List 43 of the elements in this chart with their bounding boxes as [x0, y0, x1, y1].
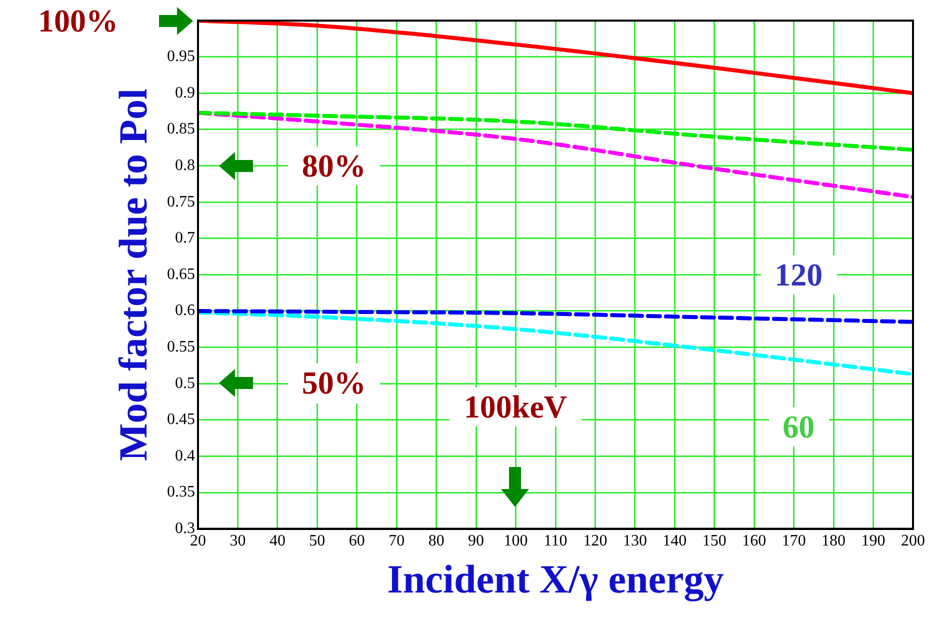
- x-tick-label: 40: [269, 532, 286, 550]
- x-tick-label: 110: [544, 532, 568, 550]
- y-tick-label: 0.45: [167, 411, 195, 428]
- x-tick-label: 80: [428, 532, 444, 550]
- x-tick-label: 30: [230, 532, 246, 550]
- y-tick-label: 0.95: [167, 48, 195, 66]
- y-tick-label: 0.9: [175, 84, 195, 102]
- y-axis-title: Mod factor due to Pol: [110, 88, 156, 461]
- y-tick-label: 0.4: [175, 447, 195, 464]
- annotation: 80%: [288, 146, 380, 186]
- annotation: 60: [768, 408, 829, 447]
- x-tick-label: 180: [822, 532, 846, 550]
- x-tick-label: 140: [662, 532, 687, 550]
- annotation: 100keV: [450, 387, 582, 426]
- y-tick-label: 0.65: [167, 266, 195, 283]
- y-tick-label: 0.6: [175, 302, 195, 320]
- y-tick-label: 0.7: [175, 230, 195, 247]
- x-tick-label: 130: [622, 532, 647, 550]
- x-tick-label: 170: [782, 532, 806, 550]
- x-tick-label: 120: [583, 532, 608, 550]
- line-series: [198, 20, 913, 96]
- y-tick-label: 0.35: [167, 484, 195, 501]
- x-tick-label: 160: [742, 532, 766, 550]
- y-tick-label: 0.55: [167, 338, 195, 356]
- line-series: [198, 309, 913, 324]
- x-tick-label: 20: [190, 532, 206, 550]
- x-tick-label: 100: [504, 532, 528, 550]
- x-axis-title: Incident X/γ energy: [387, 556, 724, 602]
- x-tick-label: 70: [388, 532, 405, 550]
- y-tick-label: 0.5: [175, 374, 195, 392]
- x-tick-label: 200: [901, 532, 925, 550]
- x-tick-label: 150: [702, 532, 726, 550]
- x-tick-label: 90: [468, 532, 484, 550]
- x-tick-label: 50: [309, 532, 326, 550]
- line-series: [198, 110, 913, 152]
- annotation: 50%: [288, 364, 380, 404]
- x-tick-label: 60: [348, 532, 365, 550]
- x-tick-label: 190: [861, 532, 886, 550]
- y-tick-label: 0.8: [175, 157, 195, 174]
- y-tick-label: 0.75: [167, 193, 195, 210]
- text: 100%: [38, 2, 118, 38]
- y-tick-label: 0.85: [167, 120, 195, 138]
- annotation: 120: [760, 255, 837, 294]
